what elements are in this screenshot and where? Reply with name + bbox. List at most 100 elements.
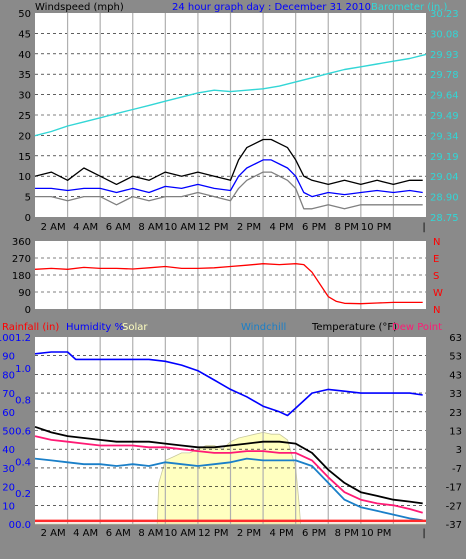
x-tick: 4 AM (73, 222, 98, 233)
rain-tick: 0.0 (15, 520, 31, 531)
temperature-line (34, 425, 423, 505)
x-tick: 2 AM (41, 222, 66, 233)
x-tick: 8 AM (138, 222, 163, 233)
legend-temperature: Temperature (°F) (311, 322, 397, 333)
temperature-tick: -27 (446, 501, 462, 512)
rain-tick: 1.0 (15, 364, 31, 375)
windspeed-tick: 30 (18, 91, 31, 102)
x-tick: 6 AM (106, 222, 131, 233)
x-tick-end: | (422, 528, 425, 539)
direction-tick: 270 (12, 254, 31, 265)
x-tick-end: | (422, 222, 425, 233)
humidity-line (34, 351, 423, 417)
windspeed-tick: 10 (18, 172, 31, 183)
legend-dewpoint: Dew Point (392, 322, 442, 333)
temperature-y-ticks: -37 -27 -17 -7 3 13 23 33 43 53 63 (446, 333, 462, 531)
temperature-series (34, 351, 426, 523)
windspeed-tick: 25 (18, 111, 31, 122)
humidity-tick: 40 (2, 445, 15, 456)
barometer-tick: 28.90 (430, 193, 459, 204)
barometer-tick: 29.78 (430, 70, 459, 81)
x-tick: 6 PM (302, 222, 326, 233)
wind-direction-line (34, 263, 423, 305)
x-tick: 2 AM (41, 528, 66, 539)
windspeed-tick: 20 (18, 131, 31, 142)
humidity-tick: 20 (2, 483, 15, 494)
direction-tick: 90 (18, 288, 31, 299)
x-tick: 8 AM (138, 528, 163, 539)
windspeed-tick: 40 (18, 50, 31, 61)
compass-tick: N (433, 237, 440, 248)
x-tick: 4 PM (269, 222, 293, 233)
x-tick: 12 PM (198, 222, 229, 233)
wind-min-line (35, 171, 423, 210)
compass-tick: S (433, 271, 439, 282)
wind-max-line (34, 138, 423, 186)
humidity-tick: 60 (2, 408, 15, 419)
windspeed-series (34, 53, 427, 210)
temperature-tick: -17 (446, 483, 462, 494)
humidity-tick: 0 (9, 520, 15, 531)
windspeed-tick: 35 (18, 70, 31, 81)
barometer-axis-label: Barometer (in.) (371, 2, 447, 13)
rain-tick: 0.4 (15, 458, 31, 469)
barometer-tick: 29.34 (430, 131, 459, 142)
x-tick: 10 PM (361, 222, 392, 233)
humidity-y-ticks: 0 10 20 30 40 50 60 70 80 90 100 (0, 333, 15, 531)
compass-tick: N (433, 305, 440, 316)
windspeed-tick: 15 (18, 152, 31, 163)
compass-tick: W (433, 288, 443, 299)
barometer-tick: 30.08 (430, 29, 459, 40)
humidity-tick: 10 (2, 501, 15, 512)
direction-y-ticks: 0 90 180 270 360 (12, 237, 31, 316)
rain-y-ticks: 0.0 0.2 0.4 0.6 0.8 1.0 1.2 (15, 333, 31, 531)
x-tick: 10 AM (165, 222, 196, 233)
direction-tick: 360 (12, 237, 31, 248)
legend-rainfall: Rainfall (in) (2, 322, 59, 333)
x-tick: 10 AM (165, 528, 196, 539)
barometer-tick: 30.23 (430, 9, 459, 20)
barometer-tick: 29.19 (430, 152, 459, 163)
x-tick: 8 PM (335, 528, 359, 539)
temperature-tick: 23 (449, 408, 462, 419)
temperature-tick: 3 (456, 445, 462, 456)
chart-title: 24 hour graph day : December 31 2010 (172, 2, 371, 13)
x-tick: 12 PM (198, 528, 229, 539)
legend-windchill: Windchill (241, 322, 286, 333)
temperature-tick: -37 (446, 520, 462, 531)
barometer-tick: 28.75 (430, 213, 459, 224)
x-tick: 4 PM (269, 528, 293, 539)
time-x-ticks: 2 AM 4 AM 6 AM 8 AM 10 AM 12 PM 2 PM 4 PM 6 PM 8 … (41, 222, 426, 233)
windspeed-grid (35, 13, 426, 217)
humidity-tick: 80 (2, 370, 15, 381)
x-tick: 2 PM (237, 222, 261, 233)
humidity-tick: 90 (2, 352, 15, 363)
humidity-tick: 50 (2, 427, 15, 438)
barometer-tick: 29.04 (430, 172, 459, 183)
temperature-tick: -7 (452, 464, 462, 475)
humidity-tick: 100 (0, 333, 15, 344)
x-tick: 8 PM (335, 222, 359, 233)
x-tick: 10 PM (361, 528, 392, 539)
windspeed-tick: 50 (18, 9, 31, 20)
barometer-y-ticks: 28.75 28.90 29.04 29.19 29.34 29.49 29.64 29.78… (430, 9, 459, 224)
windspeed-y-ticks: 0 5 10 15 20 25 30 35 40 45 50 (18, 9, 31, 224)
direction-grid (35, 241, 426, 309)
temperature-tick: 53 (449, 352, 462, 363)
barometer-tick: 29.64 (430, 91, 459, 102)
humidity-tick: 70 (2, 389, 15, 400)
dewpoint-line (34, 435, 423, 514)
rain-tick: 0.8 (15, 395, 31, 406)
direction-tick: 0 (25, 305, 31, 316)
windspeed-tick: 45 (18, 29, 31, 40)
windchill-line (34, 457, 423, 522)
direction-series (34, 263, 423, 305)
rain-tick: 1.2 (15, 333, 31, 344)
windspeed-tick: 0 (25, 213, 31, 224)
temperature-tick: 43 (449, 370, 462, 381)
legend-solar: Solar (122, 322, 148, 333)
temperature-tick: 63 (449, 333, 462, 344)
